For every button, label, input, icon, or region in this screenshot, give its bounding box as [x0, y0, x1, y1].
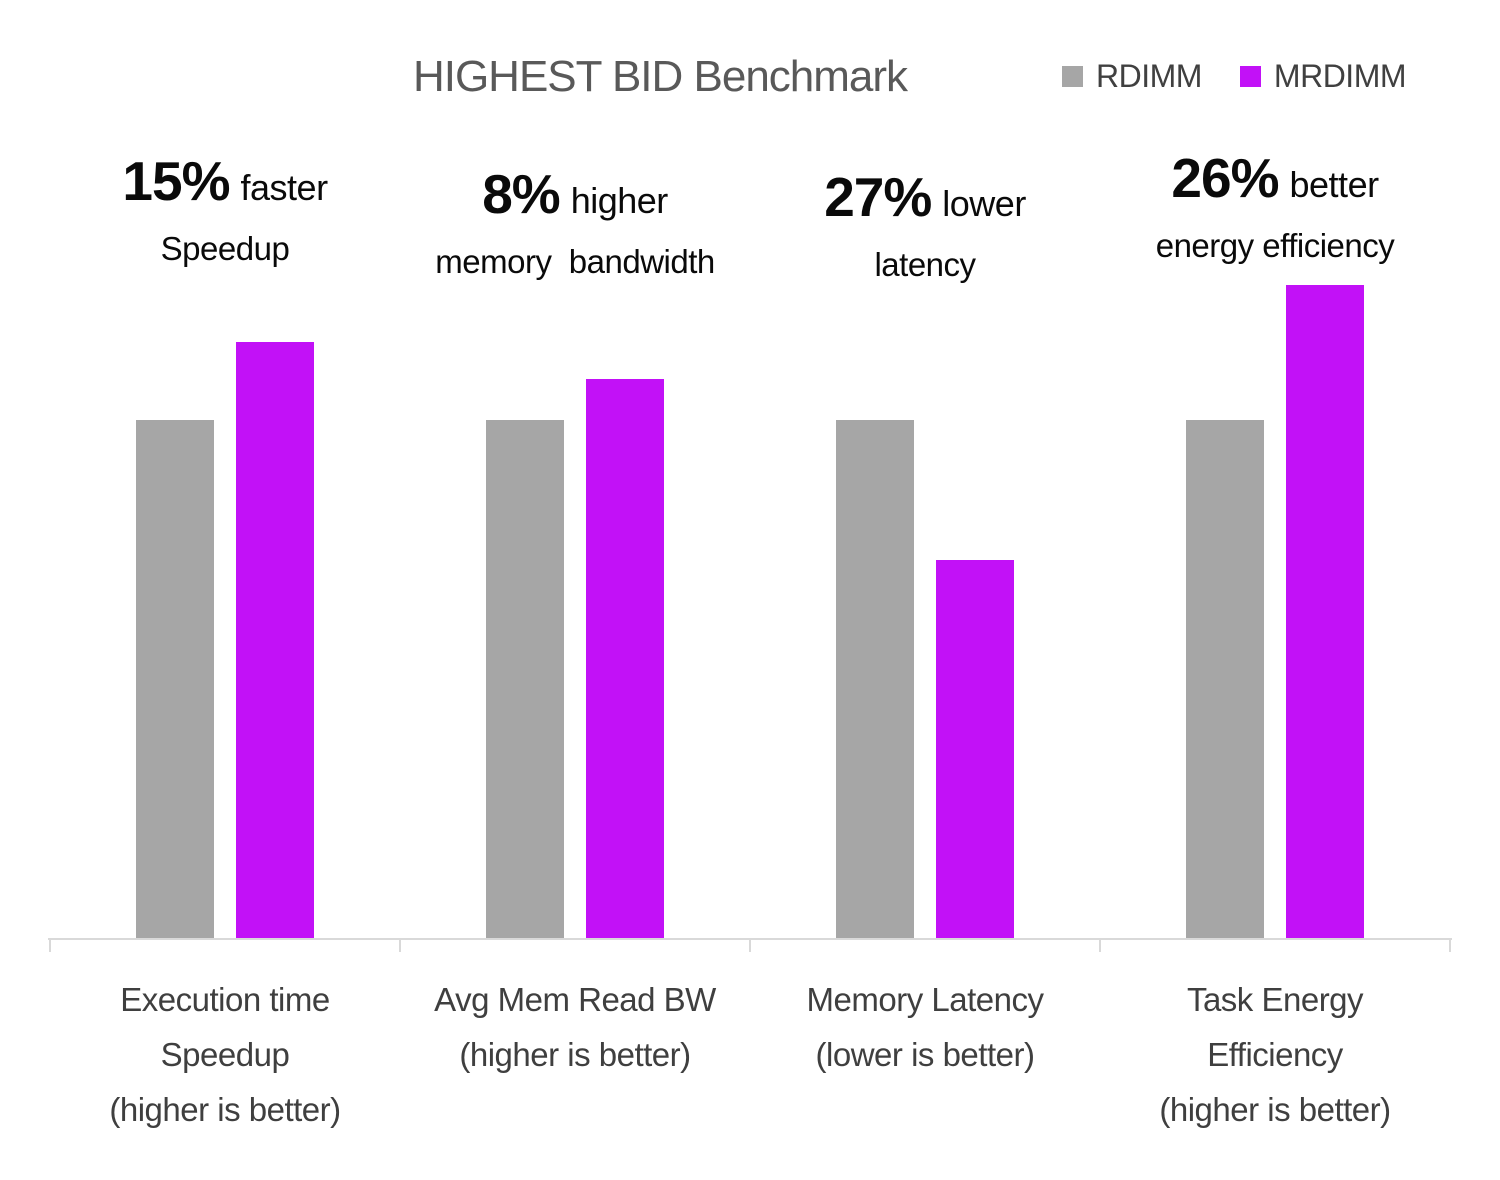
- x-axis-tick: [1449, 938, 1451, 952]
- annotation-bandwidth: 8% higher memory bandwidth: [400, 163, 750, 282]
- x-axis-tick: [1099, 938, 1101, 952]
- annotation-speedup-headline: 15% faster: [50, 150, 400, 219]
- legend-item-mrdimm: MRDIMM: [1239, 58, 1407, 95]
- legend: RDIMM MRDIMM: [1062, 58, 1407, 95]
- annotation-bandwidth-suffix: higher: [570, 180, 669, 221]
- bar-rdimm-group1: [136, 420, 214, 938]
- legend-swatch-rdimm-icon: [1062, 66, 1083, 87]
- annotation-speedup-suffix: faster: [240, 167, 329, 208]
- annotation-bandwidth-headline: 8% higher: [400, 163, 750, 232]
- category-label-group4: Task Energy Efficiency (higher is better): [1159, 981, 1391, 1128]
- annotation-latency-headline: 27% lower: [750, 166, 1100, 235]
- bar-mrdimm-group4: [1286, 285, 1364, 938]
- annotation-latency-suffix: lower: [942, 183, 1026, 224]
- annotation-efficiency-percent: 26%: [1171, 147, 1279, 209]
- x-axis-tick: [399, 938, 401, 952]
- annotation-speedup-detail: Speedup: [160, 230, 290, 267]
- annotation-efficiency-detail: energy efficiency: [1155, 227, 1395, 264]
- annotation-bandwidth-detail: memory bandwidth: [435, 243, 715, 280]
- bar-rdimm-group2: [486, 420, 564, 938]
- bar-rdimm-group4: [1186, 420, 1264, 938]
- annotation-efficiency-headline: 26% better: [1100, 147, 1450, 216]
- page-title: HIGHEST BID Benchmark: [412, 52, 908, 101]
- bar-mrdimm-group1: [236, 342, 314, 938]
- category-label-group1: Execution time Speedup (higher is better): [109, 981, 341, 1128]
- bar-rdimm-group3: [836, 420, 914, 938]
- annotation-latency-detail: latency: [874, 246, 976, 283]
- annotation-speedup: 15% faster Speedup: [50, 150, 400, 269]
- bar-mrdimm-group3: [936, 560, 1014, 938]
- annotation-efficiency: 26% better energy efficiency: [1100, 147, 1450, 266]
- x-axis-tick: [49, 938, 51, 952]
- annotation-efficiency-suffix: better: [1289, 164, 1380, 205]
- legend-item-rdimm: RDIMM: [1062, 58, 1202, 95]
- x-axis-tick: [749, 938, 751, 952]
- bar-mrdimm-group2: [586, 379, 664, 938]
- annotation-bandwidth-percent: 8%: [482, 163, 560, 225]
- annotation-latency-percent: 27%: [824, 166, 932, 228]
- annotation-speedup-percent: 15%: [122, 150, 230, 212]
- category-label-group2: Avg Mem Read BW (higher is better): [434, 981, 716, 1073]
- legend-label-mrdimm: MRDIMM: [1273, 58, 1407, 94]
- annotation-latency: 27% lower latency: [750, 166, 1100, 285]
- legend-label-rdimm: RDIMM: [1096, 58, 1202, 94]
- legend-swatch-mrdimm-icon: [1239, 66, 1261, 87]
- category-label-group3: Memory Latency (lower is better): [806, 981, 1044, 1073]
